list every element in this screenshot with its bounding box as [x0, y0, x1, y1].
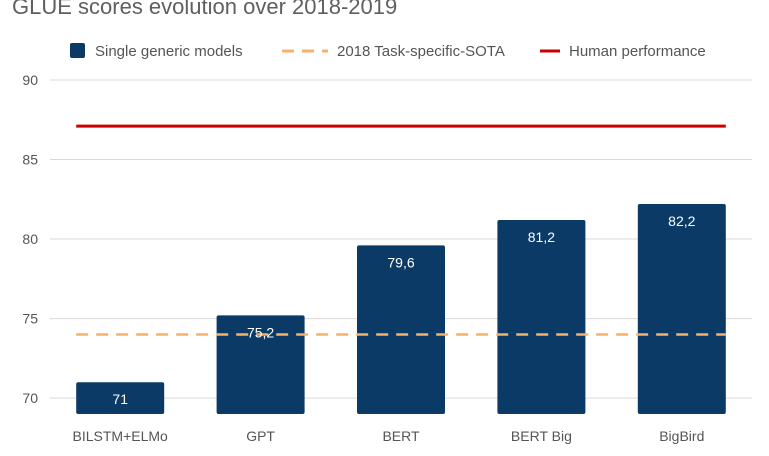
x-category-label: BigBird [659, 428, 704, 444]
x-axis-categories: BILSTM+ELMo GPT BERT BERT Big BigBird [73, 428, 705, 444]
x-category-label: GPT [246, 428, 275, 444]
legend-label: Human performance [569, 43, 706, 60]
bar [637, 204, 726, 414]
bar [76, 382, 165, 414]
y-tick-label: 80 [22, 231, 38, 247]
chart-title: GLUE scores evolution over 2018-2019 [12, 0, 398, 19]
bar [216, 315, 305, 414]
bar [357, 245, 445, 414]
legend-label: Single generic models [95, 43, 243, 60]
y-tick-label: 90 [22, 72, 38, 88]
y-tick-label: 75 [22, 311, 38, 327]
legend-swatch [70, 43, 85, 58]
legend-label: 2018 Task-specific-SOTA [337, 43, 505, 60]
y-tick-label: 85 [22, 152, 38, 168]
bar-labels: 71 75,2 79,6 81,2 82,2 [112, 213, 695, 407]
bar-value-label: 75,2 [247, 324, 274, 340]
x-category-label: BERT [382, 428, 420, 444]
bars [76, 204, 726, 414]
y-tick-label: 70 [22, 390, 38, 406]
x-category-label: BILSTM+ELMo [73, 428, 169, 444]
reference-lines [76, 124, 726, 336]
legend: Single generic models 2018 Task-specific-… [70, 43, 706, 60]
bar-value-label: 82,2 [668, 213, 695, 229]
x-category-label: BERT Big [511, 428, 572, 444]
bar-value-label: 79,6 [387, 254, 414, 270]
y-axis-ticks: 70 75 80 85 90 [22, 72, 38, 406]
bar [497, 219, 586, 414]
bar-value-label: 71 [112, 391, 128, 407]
bar-value-label: 81,2 [528, 229, 555, 245]
